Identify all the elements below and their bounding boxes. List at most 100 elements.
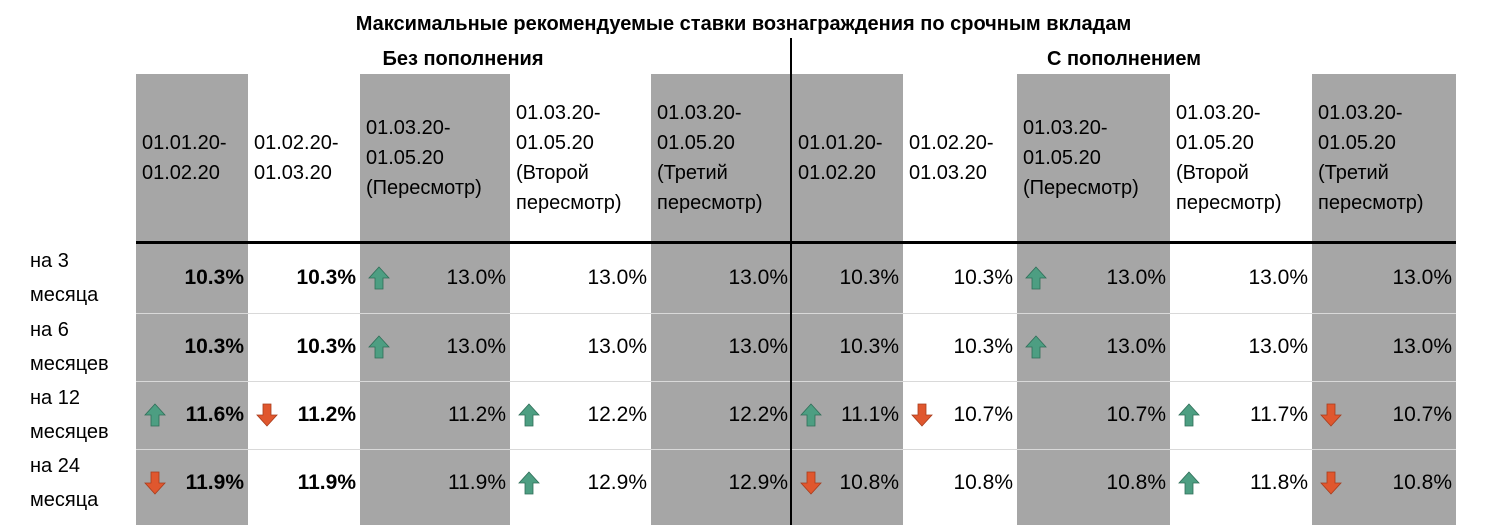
arrow-up-icon bbox=[1025, 335, 1047, 359]
arrow-up-icon bbox=[368, 335, 390, 359]
rate-cell: 10.3% bbox=[248, 313, 360, 381]
group-title-without-topup: Без пополнения bbox=[382, 48, 544, 70]
rate-cell: 13.0% bbox=[1312, 313, 1456, 381]
rate-cell: 10.3% bbox=[792, 313, 903, 381]
rate-cell: 13.0% bbox=[360, 313, 510, 381]
column-header-line: 01.03.20- bbox=[516, 102, 601, 124]
column-header-line: 01.02.20- bbox=[254, 132, 339, 154]
rate-value: 11.1% bbox=[841, 403, 899, 426]
column-header: 01.01.20- 01.02.20 bbox=[792, 74, 903, 242]
rate-value: 10.3% bbox=[839, 266, 899, 289]
arrow-down-icon bbox=[1320, 471, 1342, 495]
rate-cell: 13.0% bbox=[1170, 313, 1312, 381]
rate-cell: 11.7% bbox=[1170, 381, 1312, 449]
rate-cell: 10.7% bbox=[1312, 381, 1456, 449]
arrow-up-icon bbox=[368, 266, 390, 290]
rate-cell: 10.8% bbox=[903, 449, 1017, 517]
rate-value: 13.0% bbox=[1392, 266, 1452, 289]
column-header-line: 01.01.20- bbox=[142, 132, 227, 154]
rate-cell: 10.8% bbox=[792, 449, 903, 517]
rate-value: 13.0% bbox=[446, 335, 506, 358]
rate-value: 10.7% bbox=[953, 403, 1013, 426]
column-header: 01.02.20- 01.03.20 bbox=[903, 74, 1017, 242]
rate-cell: 13.0% bbox=[510, 313, 651, 381]
column-header-line: 01.01.20- bbox=[798, 132, 883, 154]
rate-value: 10.7% bbox=[1392, 403, 1452, 426]
column-header: 01.03.20- 01.05.20 (Второй пересмотр) bbox=[510, 74, 651, 242]
arrow-up-icon bbox=[800, 403, 822, 427]
row-label: на 3 месяца bbox=[30, 244, 98, 312]
rate-cell: 11.8% bbox=[1170, 449, 1312, 517]
row-separator bbox=[136, 449, 1456, 450]
rate-value: 10.8% bbox=[839, 471, 899, 494]
rate-value: 13.0% bbox=[1392, 335, 1452, 358]
column-header: 01.03.20- 01.05.20 (Второй пересмотр) bbox=[1170, 74, 1312, 242]
rate-value: 13.0% bbox=[1248, 266, 1308, 289]
rate-cell: 13.0% bbox=[1170, 244, 1312, 312]
column-header-line: 01.05.20 bbox=[1318, 132, 1396, 154]
group-title-with-topup: С пополнением bbox=[1046, 48, 1202, 70]
rate-value: 13.0% bbox=[728, 266, 788, 289]
rate-cell: 11.2% bbox=[248, 381, 360, 449]
rate-cell: 10.3% bbox=[136, 244, 248, 312]
rate-cell: 13.0% bbox=[360, 244, 510, 312]
column-header-line: пересмотр) bbox=[657, 192, 763, 214]
row-label-line: месяцев bbox=[30, 353, 109, 375]
column-header-line: 01.03.20 bbox=[254, 162, 332, 184]
row-separator bbox=[136, 381, 1456, 382]
column-header-line: (Второй bbox=[1176, 162, 1249, 184]
column-header-line: (Пересмотр) bbox=[1023, 177, 1139, 199]
column-header-line: 01.05.20 bbox=[366, 147, 444, 169]
rate-value: 11.8% bbox=[1250, 471, 1308, 494]
column-header-line: 01.03.20 bbox=[909, 162, 987, 184]
column-header-line: (Третий bbox=[657, 162, 728, 184]
column-header-line: пересмотр) bbox=[516, 192, 622, 214]
rate-value: 11.9% bbox=[448, 471, 506, 494]
arrow-up-icon bbox=[518, 403, 540, 427]
rate-cell: 11.9% bbox=[248, 449, 360, 517]
rate-value: 12.2% bbox=[587, 403, 647, 426]
chart-title: Максимальные рекомендуемые ставки вознаг… bbox=[355, 13, 1132, 35]
rate-cell: 11.9% bbox=[360, 449, 510, 517]
rate-cell: 10.8% bbox=[1312, 449, 1456, 517]
rate-cell: 10.3% bbox=[903, 313, 1017, 381]
rate-cell: 13.0% bbox=[1017, 244, 1170, 312]
column-header: 01.03.20- 01.05.20 (Третий пересмотр) bbox=[651, 74, 792, 242]
column-header-line: (Пересмотр) bbox=[366, 177, 482, 199]
column-header-line: 01.02.20 bbox=[142, 162, 220, 184]
rate-cell: 12.2% bbox=[651, 381, 792, 449]
column-header: 01.03.20- 01.05.20 (Третий пересмотр) bbox=[1312, 74, 1456, 242]
column-header-line: 01.05.20 bbox=[516, 132, 594, 154]
column-header-line: 01.05.20 bbox=[1176, 132, 1254, 154]
row-label-line: на 24 bbox=[30, 455, 80, 477]
rate-cell: 13.0% bbox=[651, 244, 792, 312]
rate-value: 13.0% bbox=[1106, 266, 1166, 289]
column-header-line: (Третий bbox=[1318, 162, 1389, 184]
rate-value: 10.3% bbox=[184, 335, 244, 358]
group-divider bbox=[790, 38, 792, 525]
column-header-line: 01.03.20- bbox=[366, 117, 451, 139]
rate-cell: 13.0% bbox=[1312, 244, 1456, 312]
column-header: 01.01.20- 01.02.20 bbox=[136, 74, 248, 242]
rate-value: 13.0% bbox=[1106, 335, 1166, 358]
rate-cell: 11.6% bbox=[136, 381, 248, 449]
column-header-line: 01.05.20 bbox=[1023, 147, 1101, 169]
column-header-line: (Второй bbox=[516, 162, 589, 184]
rate-value: 13.0% bbox=[446, 266, 506, 289]
row-label-line: на 3 bbox=[30, 250, 69, 272]
row-label-line: месяца bbox=[30, 284, 99, 306]
arrow-up-icon bbox=[518, 471, 540, 495]
rate-cell: 10.3% bbox=[136, 313, 248, 381]
rate-value: 10.3% bbox=[839, 335, 899, 358]
column-header-line: 01.02.20 bbox=[798, 162, 876, 184]
rate-value: 11.7% bbox=[1250, 403, 1308, 426]
column-header: 01.02.20- 01.03.20 bbox=[248, 74, 360, 242]
rate-value: 10.3% bbox=[184, 266, 244, 289]
rate-value: 10.7% bbox=[1106, 403, 1166, 426]
rate-value: 10.3% bbox=[296, 266, 356, 289]
arrow-down-icon bbox=[256, 403, 278, 427]
column-header-line: 01.03.20- bbox=[1176, 102, 1261, 124]
arrow-up-icon bbox=[1178, 471, 1200, 495]
rate-value: 13.0% bbox=[587, 266, 647, 289]
rate-cell: 10.3% bbox=[792, 244, 903, 312]
